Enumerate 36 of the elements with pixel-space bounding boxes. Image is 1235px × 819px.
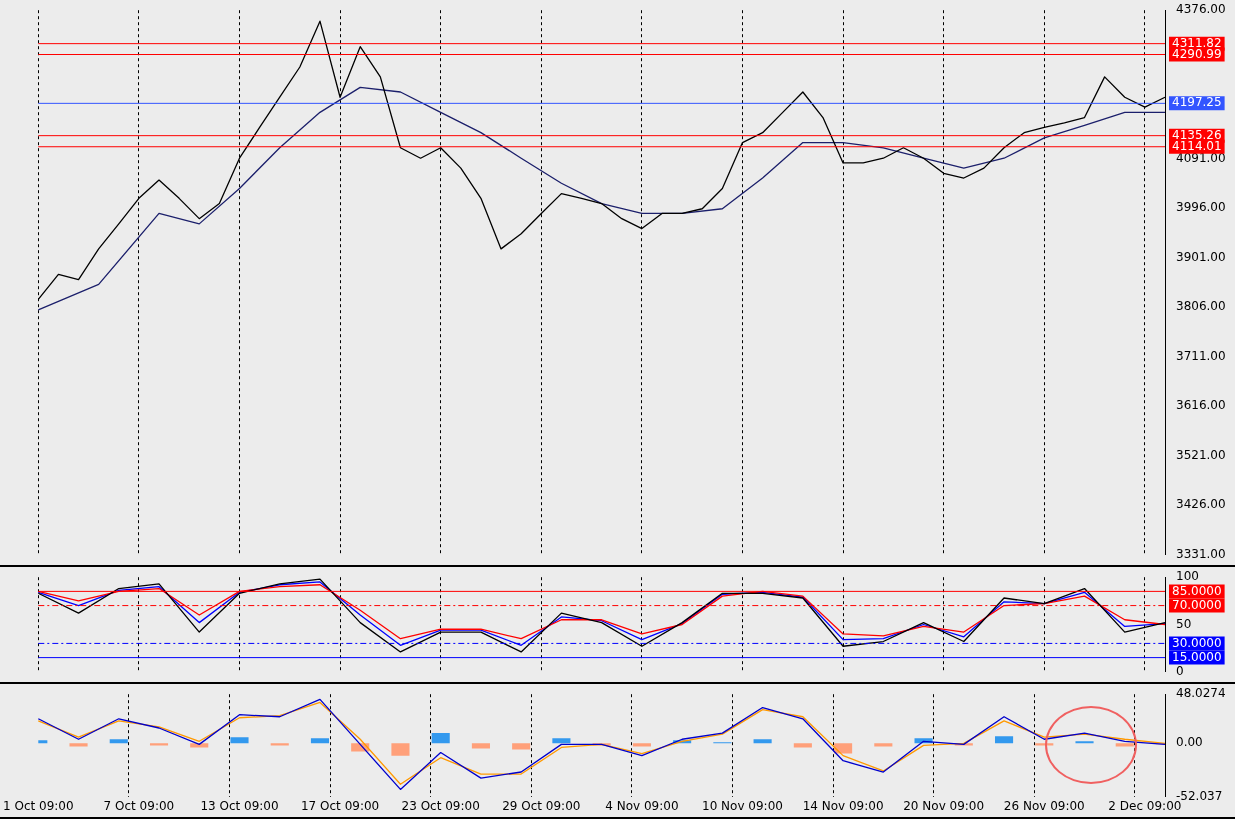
y-tick-label: 3616.00 [1176,398,1226,413]
ref-line-label: 4135.26 [1172,127,1222,142]
y-tick-label: 3996.00 [1176,200,1226,215]
y-tick-label: 3901.00 [1176,249,1226,264]
x-tick-label: 26 Nov 09:00 [1003,798,1085,813]
y-tick-label: 3426.00 [1176,497,1226,512]
x-tick-label: 23 Oct 09:00 [401,798,480,813]
x-tick-label: 1 Oct 09:00 [3,798,74,813]
x-tick-label: 7 Oct 09:00 [103,798,175,813]
x-tick-label: 17 Oct 09:00 [300,798,380,813]
x-tick-label: 29 Oct 09:00 [502,798,581,813]
y-tick-label: 3521.00 [1176,447,1226,462]
ref-line-label: 85.0000 [1172,583,1222,598]
ref-line-label: 70.0000 [1172,597,1222,612]
y-tick-label: 3711.00 [1176,348,1226,363]
x-tick-label: 20 Nov 09:00 [903,798,985,813]
ref-line-label: 30.0000 [1172,635,1222,650]
x-tick-label: 14 Nov 09:00 [802,798,884,813]
y-tick-label: 0 [1176,663,1184,678]
x-tick-label: 4 Nov 09:00 [605,798,679,813]
y-tick-label: 4091.00 [1176,150,1226,165]
y-tick-label: 48.0274 [1176,686,1226,701]
x-tick-label: 2 Dec 09:00 [1108,798,1182,813]
y-tick-label: 50 [1176,616,1192,631]
x-tick-label: 10 Nov 09:00 [702,798,783,813]
y-tick-label: 4376.00 [1176,2,1226,17]
y-tick-label: 3806.00 [1176,299,1226,314]
y-tick-label: 3331.00 [1176,546,1226,561]
ref-line-label: 4311.82 [1172,35,1222,50]
y-tick-label: 100 [1176,569,1199,584]
ref-line-label: 4114.01 [1172,138,1222,153]
x-tick-label: 13 Oct 09:00 [200,798,279,813]
ref-line-label: 4197.25 [1172,95,1222,110]
y-tick-label: 0.00 [1176,735,1203,750]
ref-line-label: 15.0000 [1172,649,1222,664]
ref-line-label: 4290.99 [1172,46,1222,61]
